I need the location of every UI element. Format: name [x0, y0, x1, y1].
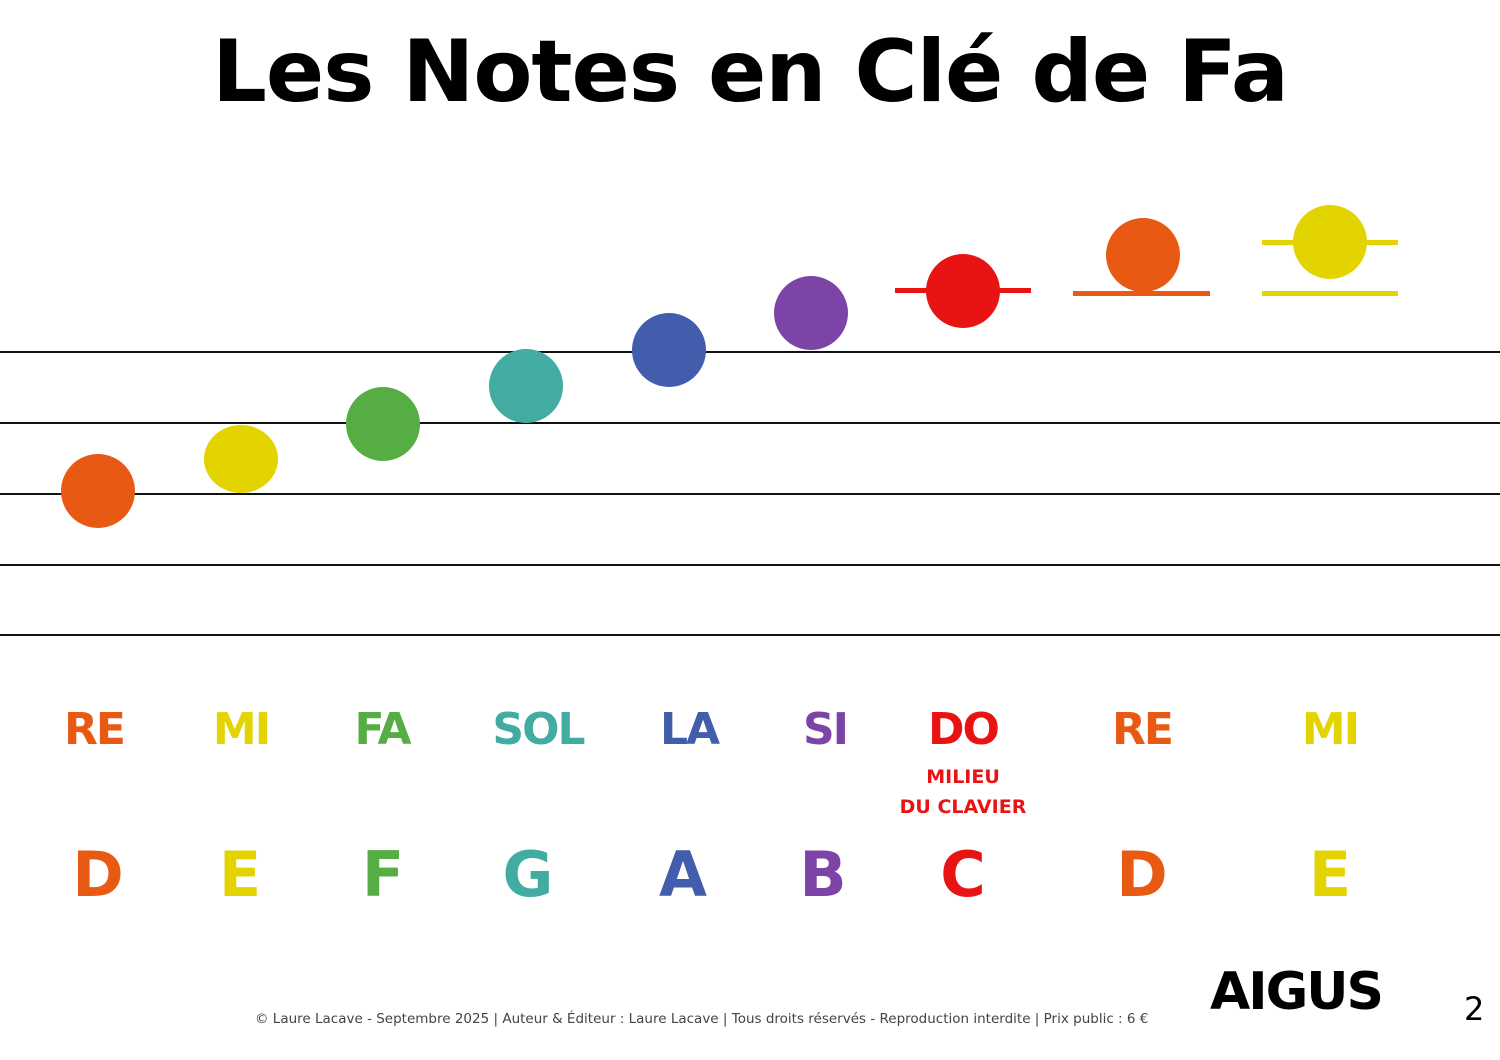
do-annotation-line1: MILIEU — [926, 766, 1000, 788]
solfege-label: RE — [1112, 704, 1174, 755]
staff-line — [0, 634, 1500, 636]
solfege-label: LA — [659, 704, 720, 755]
ledger-line — [1073, 291, 1210, 296]
staff-line — [0, 564, 1500, 566]
note-head-mi — [204, 425, 278, 493]
solfege-label: MI — [1301, 704, 1360, 755]
solfege-label: DO — [928, 704, 1000, 755]
note-head-do — [926, 254, 1000, 328]
letter-label: G — [502, 838, 554, 911]
letter-label: E — [218, 838, 262, 911]
staff-line — [0, 422, 1500, 424]
note-head-re — [61, 454, 135, 528]
note-head-sol — [489, 349, 563, 423]
do-annotation: MILIEU DU CLAVIER — [883, 762, 1043, 822]
solfege-label: SI — [802, 704, 849, 755]
note-head-re — [1106, 218, 1180, 292]
note-head-si — [774, 276, 848, 350]
note-head-la — [632, 313, 706, 387]
letter-label: D — [72, 838, 124, 911]
page-number: 2 — [1464, 990, 1485, 1028]
section-label: AIGUS — [1210, 962, 1384, 1022]
letter-label: B — [799, 838, 847, 911]
letter-label: D — [1116, 838, 1168, 911]
solfege-label: MI — [212, 704, 271, 755]
staff-line — [0, 351, 1500, 353]
do-annotation-line2: DU CLAVIER — [899, 796, 1027, 818]
copyright-footer: © Laure Lacave - Septembre 2025 | Auteur… — [255, 1011, 1149, 1027]
letter-label: F — [361, 838, 405, 911]
ledger-line — [1262, 291, 1398, 296]
note-head-mi — [1293, 205, 1367, 279]
solfege-label: RE — [64, 704, 126, 755]
solfege-label: FA — [354, 704, 411, 755]
letter-label: C — [940, 838, 986, 911]
letter-label: A — [659, 838, 707, 911]
note-head-fa — [346, 387, 420, 461]
staff-line — [0, 493, 1500, 495]
page-title: Les Notes en Clé de Fa — [212, 22, 1289, 122]
letter-label: E — [1308, 838, 1352, 911]
solfege-label: SOL — [492, 704, 585, 755]
